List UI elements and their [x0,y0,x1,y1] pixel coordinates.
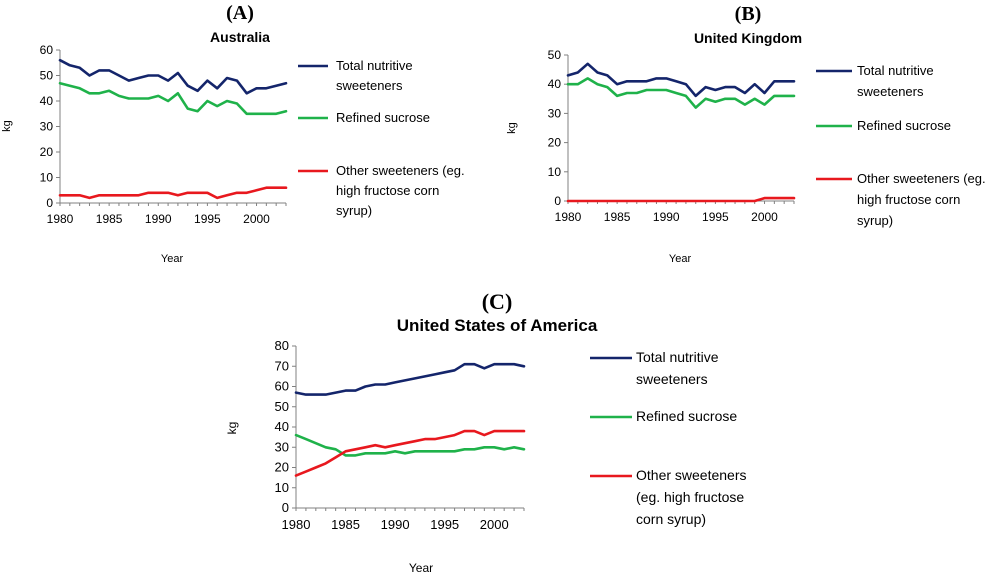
y-tick-label: 20 [40,145,54,159]
y-tick-label: 50 [40,69,54,83]
y-tick-label: 50 [275,399,289,414]
series-line-refined-sucrose [566,77,796,109]
chart-title: Australia [210,29,270,45]
y-tick-label: 0 [46,196,53,210]
x-tick-label: 1995 [194,212,221,226]
x-tick-label: 2000 [480,517,509,532]
panel-letter-a: (A) [226,2,254,24]
y-tick-label: 40 [40,94,54,108]
y-tick-label: 20 [275,460,289,475]
y-axis-label: kg [1,120,13,132]
x-tick-label: 1980 [47,212,74,226]
x-tick-label: 1985 [96,212,123,226]
x-tick-label: 1990 [145,212,172,226]
series-line-refined-sucrose [294,433,526,457]
x-axis-label: Year [669,253,692,265]
series-line-other-sweeteners-eg-high-fructose-corn-syrup [566,196,796,203]
y-tick-label: 0 [554,194,561,208]
y-axis-label: kg [506,122,518,134]
y-tick-label: 10 [548,165,562,179]
y-tick-label: 40 [548,77,562,91]
legend-label: Refined sucrose [336,110,430,125]
panel-letter-b: (B) [735,3,762,25]
x-tick-label: 1990 [381,517,410,532]
legend-label: Refined sucrose [636,408,737,424]
panel-letter-c: (C) [482,289,513,314]
y-tick-label: 20 [548,136,562,150]
chart-australia: (A) Australia 0 10 20 30 40 50 60 1980 1985 1990 1… [1,2,465,265]
series-line-total-nutritive-sweeteners [566,62,796,98]
legend-label: Total nutritive sweeteners [336,58,413,93]
chart-title: United States of America [397,316,598,335]
series-line-total-nutritive-sweeteners [58,58,288,95]
y-tick-label: 60 [40,43,54,57]
x-tick-label: 1985 [331,517,360,532]
series-line-total-nutritive-sweeteners [294,362,526,396]
x-axis-label: Year [161,253,184,265]
y-axis-label: kg [225,422,239,435]
y-tick-label: 10 [275,480,289,495]
x-tick-label: 1980 [282,517,311,532]
x-axis-label: Year [409,561,433,575]
series-line-refined-sucrose [58,81,288,116]
legend-label: Other sweeteners (eg. high fructose corn s… [636,467,747,527]
x-tick-label: 1980 [555,210,582,224]
y-tick-label: 0 [282,500,289,515]
x-tick-label: 1995 [430,517,459,532]
x-tick-label: 2000 [751,210,778,224]
x-tick-label: 1985 [604,210,631,224]
legend-label: Total nutritive sweeteners [636,349,719,387]
chart-united-states: (C) United States of America 0 10 20 30 40 50… [225,289,747,575]
legend-label: Refined sucrose [857,118,951,133]
y-tick-label: 10 [40,171,54,185]
legend-label: Total nutritive sweeteners [857,63,934,99]
legend-label: Other sweeteners (eg. high fructose corn s… [336,163,465,218]
chart-united-kingdom: (B) United Kingdom 0 10 20 30 40 50 1980 1985 19… [506,3,986,265]
y-tick-label: 30 [40,120,54,134]
chart-title: United Kingdom [694,30,802,46]
y-tick-label: 40 [275,419,289,434]
y-tick-label: 30 [548,106,562,120]
y-tick-label: 70 [275,358,289,373]
y-tick-label: 50 [548,48,562,62]
y-tick-label: 60 [275,379,289,394]
legend-label: Other sweeteners (eg. high fructose corn s… [857,171,986,228]
y-tick-label: 80 [275,338,289,353]
x-tick-label: 1990 [653,210,680,224]
series-line-other-sweeteners-eg-high-fructose-corn-syrup [294,429,526,477]
series-line-other-sweeteners-eg-high-fructose-corn-syrup [58,186,288,200]
x-tick-label: 2000 [243,212,270,226]
y-tick-label: 30 [275,439,289,454]
x-tick-label: 1995 [702,210,729,224]
